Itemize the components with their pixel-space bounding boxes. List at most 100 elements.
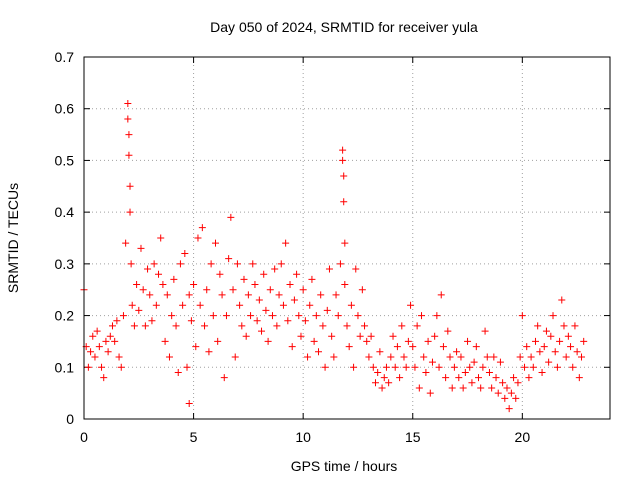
data-point bbox=[137, 244, 145, 252]
data-point bbox=[89, 332, 97, 340]
data-point bbox=[332, 291, 340, 299]
data-point bbox=[472, 343, 480, 351]
data-point bbox=[244, 291, 252, 299]
data-point bbox=[148, 317, 156, 325]
y-tick-label: 0.3 bbox=[55, 256, 75, 272]
data-point bbox=[282, 239, 290, 247]
data-point bbox=[176, 260, 184, 268]
data-point bbox=[229, 286, 237, 294]
data-point bbox=[91, 353, 99, 361]
chart-title: Day 050 of 2024, SRMTID for receiver yul… bbox=[210, 19, 478, 35]
data-point bbox=[382, 363, 390, 371]
data-point bbox=[400, 353, 408, 361]
data-point bbox=[321, 363, 329, 371]
data-point bbox=[277, 260, 285, 268]
data-point bbox=[108, 322, 116, 330]
data-point bbox=[255, 296, 263, 304]
data-point bbox=[340, 172, 348, 180]
data-point bbox=[334, 312, 342, 320]
data-point bbox=[95, 343, 103, 351]
data-point bbox=[87, 348, 95, 356]
data-point bbox=[279, 301, 287, 309]
data-point bbox=[396, 374, 404, 382]
data-point bbox=[481, 327, 489, 335]
data-point bbox=[407, 301, 415, 309]
data-point bbox=[185, 399, 193, 407]
data-point bbox=[578, 353, 586, 361]
data-point bbox=[102, 337, 110, 345]
data-point bbox=[315, 348, 323, 356]
data-point bbox=[477, 384, 485, 392]
data-point bbox=[547, 332, 555, 340]
data-point bbox=[310, 337, 318, 345]
data-point bbox=[236, 301, 244, 309]
data-point bbox=[214, 337, 222, 345]
data-point bbox=[433, 312, 441, 320]
data-point bbox=[308, 275, 316, 283]
data-point bbox=[271, 265, 279, 273]
y-axis-label: SRMTID / TECUs bbox=[5, 183, 21, 293]
data-point bbox=[258, 327, 266, 335]
data-point bbox=[343, 322, 351, 330]
data-point bbox=[503, 384, 511, 392]
data-point bbox=[319, 322, 327, 330]
data-point bbox=[187, 317, 195, 325]
data-point bbox=[437, 291, 445, 299]
data-point bbox=[455, 374, 463, 382]
data-point bbox=[571, 322, 579, 330]
data-point bbox=[290, 296, 298, 304]
data-point bbox=[273, 322, 281, 330]
data-point bbox=[350, 363, 358, 371]
data-point bbox=[168, 312, 176, 320]
data-point bbox=[133, 281, 141, 289]
y-tick-label: 0.4 bbox=[55, 204, 75, 220]
data-point bbox=[170, 275, 178, 283]
data-point bbox=[125, 151, 133, 159]
data-point bbox=[378, 384, 386, 392]
data-point bbox=[567, 343, 575, 351]
data-point bbox=[361, 322, 369, 330]
data-point bbox=[402, 363, 410, 371]
data-point bbox=[516, 353, 524, 361]
data-point bbox=[185, 291, 193, 299]
data-point bbox=[358, 286, 366, 294]
data-point bbox=[549, 312, 557, 320]
data-point bbox=[479, 363, 487, 371]
data-point bbox=[562, 353, 570, 361]
data-point bbox=[113, 317, 121, 325]
data-point bbox=[347, 301, 355, 309]
x-axis-label: GPS time / hours bbox=[291, 458, 398, 474]
data-point bbox=[505, 405, 513, 413]
data-point bbox=[106, 332, 114, 340]
data-point bbox=[253, 317, 261, 325]
data-point bbox=[461, 368, 469, 376]
data-point bbox=[575, 374, 583, 382]
data-point bbox=[580, 337, 588, 345]
data-point bbox=[306, 301, 314, 309]
data-point bbox=[288, 343, 296, 351]
data-point bbox=[297, 332, 305, 340]
data-point bbox=[494, 389, 502, 397]
data-point bbox=[573, 348, 581, 356]
data-point bbox=[569, 363, 577, 371]
data-point bbox=[352, 265, 360, 273]
data-point bbox=[115, 353, 123, 361]
data-point bbox=[159, 281, 167, 289]
data-point bbox=[453, 348, 461, 356]
data-point bbox=[122, 239, 130, 247]
data-point bbox=[389, 332, 397, 340]
data-point bbox=[216, 270, 224, 278]
data-point bbox=[367, 332, 375, 340]
data-point bbox=[104, 348, 112, 356]
data-point bbox=[194, 234, 202, 242]
data-point bbox=[312, 312, 320, 320]
data-point bbox=[507, 389, 515, 397]
data-point bbox=[442, 374, 450, 382]
data-point bbox=[391, 363, 399, 371]
data-point bbox=[161, 337, 169, 345]
data-point bbox=[470, 358, 478, 366]
data-point bbox=[466, 363, 474, 371]
data-point bbox=[542, 327, 550, 335]
data-point bbox=[428, 358, 436, 366]
data-point bbox=[369, 363, 377, 371]
